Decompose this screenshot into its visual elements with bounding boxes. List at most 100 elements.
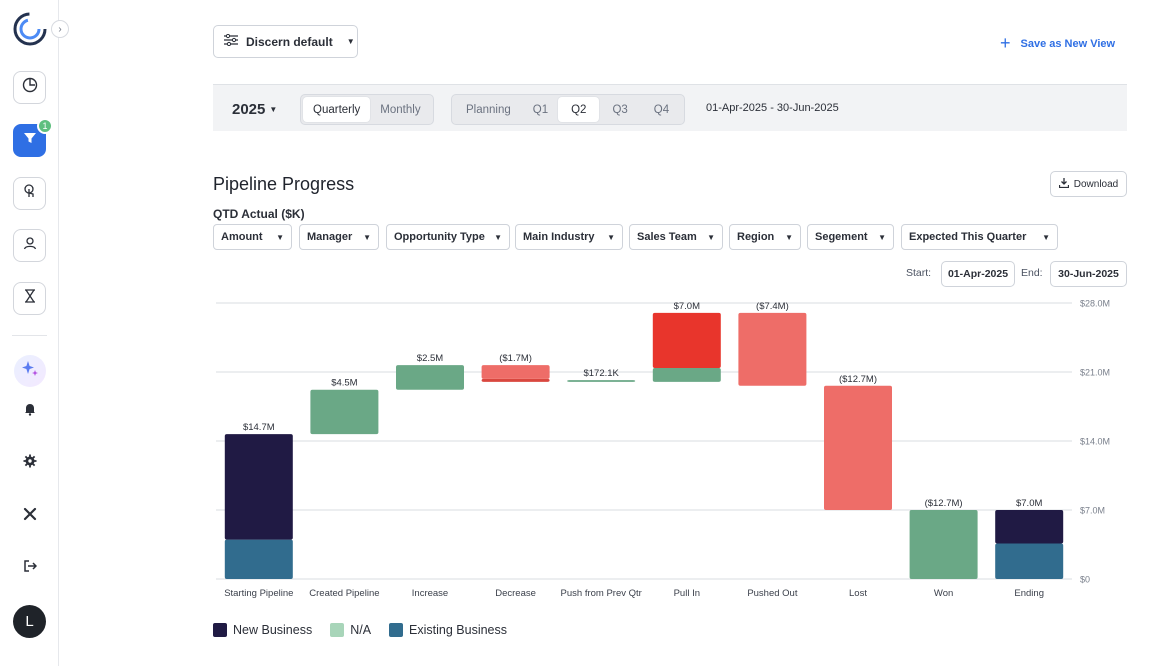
period-bar: 2025 ▼ Quarterly Monthly Planning Q1 Q2 …	[213, 84, 1127, 131]
filter-region[interactable]: Region ▼	[729, 224, 801, 250]
forecast-button[interactable]	[13, 282, 46, 315]
filter-amount[interactable]: Amount ▼	[213, 224, 292, 250]
bar-segment	[738, 312, 807, 386]
bar-segment	[224, 434, 293, 540]
settings-button[interactable]	[18, 451, 42, 475]
data-label: ($1.7M)	[499, 353, 532, 364]
legend-item-new-business[interactable]: New Business	[213, 623, 312, 637]
logout-icon	[23, 559, 38, 578]
save-as-new-view-button[interactable]: + Save as New View	[1000, 33, 1115, 54]
bar-segment	[652, 312, 721, 369]
data-label: $4.5M	[331, 378, 357, 389]
bar-segment	[310, 389, 379, 435]
engagement-button[interactable]	[13, 177, 46, 210]
data-label: $172.1K	[583, 368, 619, 379]
filter-main-industry[interactable]: Main Industry ▼	[515, 224, 623, 250]
filter-sales-team[interactable]: Sales Team ▼	[629, 224, 723, 250]
y-tick-label: $7.0M	[1080, 506, 1105, 516]
filter-label: Opportunity Type	[394, 231, 485, 243]
sidebar-divider	[12, 335, 47, 336]
y-tick-label: $28.0M	[1080, 299, 1110, 309]
download-icon	[1058, 177, 1069, 191]
quarter-q1[interactable]: Q1	[532, 103, 549, 116]
legend-swatch	[389, 623, 404, 637]
sparkle-icon	[20, 359, 40, 384]
end-date-input[interactable]: 30-Jun-2025	[1050, 261, 1127, 287]
data-label: $14.7M	[243, 422, 275, 433]
data-label: ($7.4M)	[756, 301, 789, 312]
view-select[interactable]: Discern default ▼	[213, 25, 358, 58]
filter-segment[interactable]: Segement ▼	[807, 224, 894, 250]
chart-legend: New Business N/A Existing Business	[213, 623, 507, 637]
chevron-down-icon: ▼	[607, 232, 615, 242]
data-label: $2.5M	[417, 353, 443, 364]
chevron-down-icon: ▼	[276, 232, 284, 242]
notifications-button[interactable]	[18, 399, 42, 423]
dashboard-icon	[22, 77, 38, 98]
data-label: $7.0M	[674, 301, 700, 312]
start-date-label: Start:	[906, 267, 932, 279]
save-view-label: Save as New View	[1020, 37, 1116, 50]
view-select-label: Discern default	[246, 34, 333, 49]
filter-label: Sales Team	[637, 231, 697, 243]
chevron-down-icon: ▼	[363, 232, 371, 242]
y-tick-label: $14.0M	[1080, 437, 1110, 447]
gear-icon	[23, 454, 37, 473]
chevron-down-icon: ▼	[346, 37, 355, 46]
bar-segment	[396, 365, 464, 390]
chevron-down-icon: ▼	[269, 105, 278, 114]
chevron-down-icon: ▼	[785, 232, 793, 242]
bar-segment	[909, 510, 978, 579]
legend-item-na[interactable]: N/A	[330, 623, 371, 637]
quarter-toggle: Planning Q1 Q2 Q3 Q4	[451, 94, 686, 125]
filter-manager[interactable]: Manager ▼	[299, 224, 379, 250]
quarter-planning[interactable]: Planning	[466, 103, 511, 116]
user-avatar[interactable]: L	[13, 605, 46, 638]
logout-button[interactable]	[18, 556, 42, 580]
quarter-q2[interactable]: Q2	[558, 97, 600, 122]
filter-opportunity-type[interactable]: Opportunity Type ▼	[386, 224, 510, 250]
bar-segment	[995, 510, 1064, 544]
quarter-q3[interactable]: Q3	[612, 103, 628, 116]
filter-label: Manager	[307, 231, 353, 243]
date-range-text: 01-Apr-2025 - 30-Jun-2025	[706, 102, 839, 114]
users-button[interactable]	[13, 229, 46, 262]
hourglass-icon	[22, 288, 38, 309]
granularity-toggle: Quarterly Monthly	[300, 94, 434, 125]
download-label: Download	[1073, 178, 1119, 190]
data-label: $7.0M	[1016, 498, 1042, 509]
bar-segment	[995, 543, 1064, 579]
download-button[interactable]: Download	[1050, 171, 1127, 197]
x-tick-label: Decrease	[495, 588, 536, 599]
sidebar-collapse-button[interactable]: ›	[51, 20, 69, 38]
granularity-monthly[interactable]: Monthly	[380, 103, 421, 116]
dashboard-button[interactable]	[13, 71, 46, 104]
x-tick-label: Ending	[1014, 588, 1044, 599]
x-tick-label: Increase	[412, 588, 448, 599]
bar-segment	[481, 378, 550, 382]
chevron-down-icon: ▼	[1042, 232, 1050, 242]
start-date-input[interactable]: 01-Apr-2025	[941, 261, 1015, 287]
chevron-down-icon: ▼	[878, 232, 886, 242]
filter-label: Region	[737, 231, 775, 243]
x-tick-label: Push from Prev Qtr	[561, 588, 642, 599]
bar-segment	[481, 365, 550, 379]
filter-label: Expected This Quarter	[909, 231, 1027, 243]
ai-assistant-button[interactable]	[14, 355, 46, 387]
tools-button[interactable]	[18, 504, 42, 528]
app-logo-icon[interactable]	[12, 11, 48, 47]
y-tick-label: $0	[1080, 575, 1090, 585]
sliders-icon	[224, 33, 238, 49]
end-date-label: End:	[1021, 267, 1043, 279]
filter-expected-this-quarter[interactable]: Expected This Quarter ▼	[901, 224, 1058, 250]
bar-segment	[224, 539, 293, 579]
granularity-quarterly[interactable]: Quarterly	[303, 97, 371, 122]
quarter-q4[interactable]: Q4	[653, 103, 670, 116]
x-tick-label: Pull In	[674, 588, 700, 599]
legend-label: New Business	[233, 623, 313, 637]
legend-label: N/A	[350, 623, 372, 637]
tools-icon	[23, 507, 37, 526]
user-icon	[22, 235, 38, 256]
year-select[interactable]: 2025 ▼	[232, 101, 277, 118]
legend-item-existing-business[interactable]: Existing Business	[389, 623, 507, 637]
